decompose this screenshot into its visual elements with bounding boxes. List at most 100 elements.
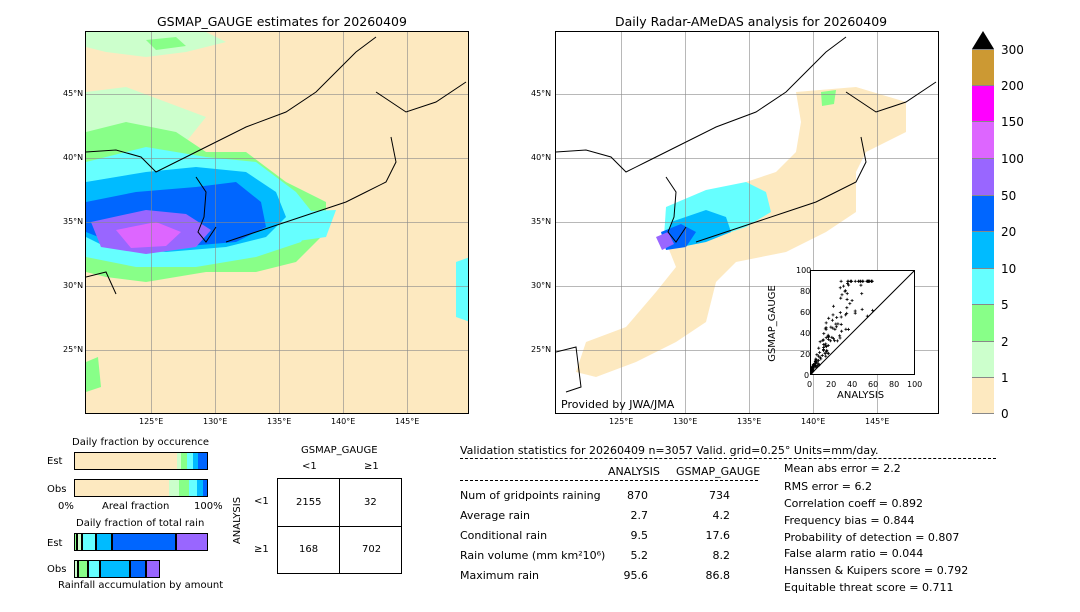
scatter-point: [840, 329, 844, 333]
colorbar-segment: [972, 231, 994, 268]
scatter-point: [846, 327, 850, 331]
scatter-point: [824, 327, 828, 331]
colorbar-label: 2: [1001, 335, 1009, 349]
scatter-x-tick: 60: [868, 380, 879, 389]
contingency-cell-d: 702: [362, 544, 382, 555]
colorbar-label: 300: [1001, 43, 1024, 57]
left-map-coastline: [86, 36, 467, 295]
colorbar-segment: [972, 304, 994, 341]
scatter-points: [811, 271, 914, 374]
scatter-point: [831, 326, 835, 330]
scatter-y-tick: 80: [800, 287, 811, 296]
right-lat-label: 30°N: [531, 281, 552, 290]
contingency-col-ge: ≥1: [364, 461, 379, 472]
colorbar-label: 150: [1001, 115, 1024, 129]
scatter-point: [820, 353, 824, 357]
data-credit: Provided by JWA/JMA: [561, 398, 675, 411]
scatter-point: [839, 315, 843, 319]
scatter-diagonal: [811, 271, 914, 374]
stat-label: Average rain: [460, 509, 530, 522]
scatter-point: [816, 354, 820, 358]
scatter-point: [850, 298, 854, 302]
scatter-point: [843, 289, 847, 293]
right-map: Provided by JWA/JMA: [555, 31, 939, 414]
contingency-table: 2155 32 168 702: [277, 478, 402, 574]
scatter-y-label: GSMAP_GAUGE: [766, 285, 778, 362]
scatter-point: [870, 279, 874, 283]
right-lon-label: 140°E: [801, 417, 826, 426]
scatter-point: [814, 360, 818, 364]
left-map-title: GSMAP_GAUGE estimates for 20260409: [157, 14, 407, 29]
scatter-point: [824, 349, 828, 353]
left-map: [85, 31, 469, 414]
contingency-cell-a: 2155: [296, 497, 322, 508]
occurrence-axis-right: 100%: [194, 501, 223, 512]
left-lon-label: 125°E: [139, 417, 164, 426]
left-lon-label: 140°E: [331, 417, 356, 426]
colorbar-extend-arrow: [972, 31, 994, 49]
scatter-point: [860, 292, 864, 296]
validation-header: Validation statistics for 20260409 n=305…: [460, 444, 879, 457]
stat-label: Maximum rain: [460, 569, 539, 582]
right-map-rain-field: [576, 87, 906, 377]
scatter-point: [844, 289, 848, 293]
scatter-point: [839, 296, 843, 300]
scatter-point: [865, 314, 869, 318]
stat-analysis-value: 5.2: [630, 549, 649, 562]
scatter-point: [823, 344, 827, 348]
score-line: Hanssen & Kuipers score = 0.792: [784, 564, 969, 577]
occurrence-est-bar: [74, 452, 208, 470]
contingency-row-lt: <1: [254, 496, 269, 507]
contingency-row-ge: ≥1: [254, 544, 269, 555]
scatter-y-tick: 0: [804, 371, 810, 380]
colorbar-segment: [972, 377, 994, 414]
scatter-point: [812, 364, 816, 368]
colorbar-label: 5: [1001, 298, 1009, 312]
scatter-point: [819, 357, 823, 361]
scatter-point: [818, 340, 822, 344]
scatter-x-tick: 0: [807, 380, 813, 389]
total-rain-est-bar: [74, 533, 208, 551]
stat-analysis-value: 95.6: [623, 569, 649, 582]
scatter-point: [833, 339, 837, 343]
validation-divider: [460, 458, 996, 459]
scatter-point: [818, 355, 822, 359]
scatter-point: [836, 322, 840, 326]
scatter-point: [830, 318, 834, 322]
occurrence-est-label: Est: [47, 456, 63, 467]
colorbar-label: 50: [1001, 189, 1017, 203]
stat-analysis-value: 870: [627, 489, 648, 502]
validation-col-gsmap: GSMAP_GAUGE: [676, 465, 761, 478]
left-lon-label: 135°E: [267, 417, 292, 426]
scatter-point: [813, 363, 817, 367]
total-rain-est-label: Est: [47, 538, 63, 549]
right-map-coastline: [556, 36, 937, 393]
scatter-point: [831, 313, 835, 317]
scatter-point: [853, 279, 857, 283]
scatter-point: [822, 342, 826, 346]
scatter-point: [844, 313, 848, 317]
scatter-point: [824, 336, 828, 340]
scatter-point: [822, 345, 826, 349]
right-map-title: Daily Radar-AMeDAS analysis for 20260409: [615, 14, 888, 29]
scatter-point: [811, 367, 815, 371]
occurrence-obs-label: Obs: [47, 484, 67, 495]
scatter-point: [839, 279, 843, 283]
colorbar-label: 20: [1001, 225, 1017, 239]
stat-label: Num of gridpoints raining: [460, 489, 601, 502]
colorbar-label: 10: [1001, 262, 1017, 276]
scatter-point: [860, 307, 864, 311]
right-lat-label: 35°N: [531, 217, 552, 226]
total-rain-obs-bar: [74, 560, 160, 578]
left-lat-label: 35°N: [63, 217, 84, 226]
scatter-point: [845, 292, 849, 296]
scatter-point: [844, 327, 848, 331]
colorbar-segment: [972, 49, 994, 85]
scatter-point: [838, 311, 842, 315]
occurrence-obs-bar: [74, 479, 208, 497]
left-lon-label: 145°E: [395, 417, 420, 426]
scatter-point: [827, 335, 831, 339]
stat-gsmap-value: 86.8: [705, 569, 731, 582]
scatter-point: [834, 325, 838, 329]
score-line: Frequency bias = 0.844: [784, 514, 915, 527]
